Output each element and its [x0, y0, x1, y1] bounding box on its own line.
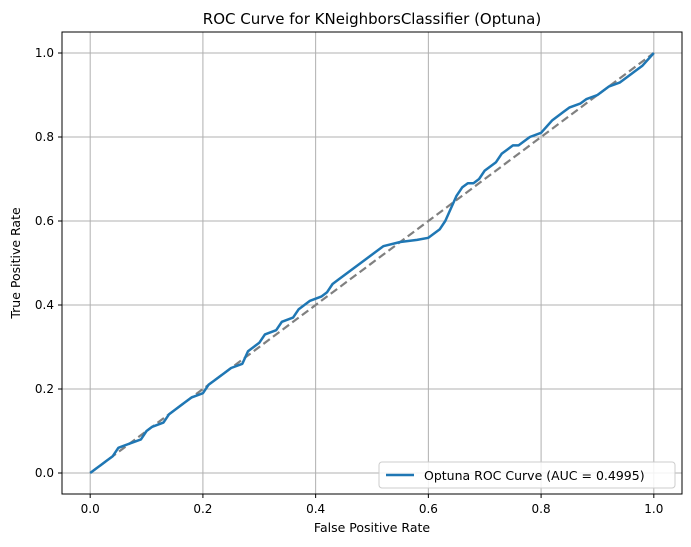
x-tick-label: 0.6	[419, 502, 438, 516]
x-axis-label: False Positive Rate	[314, 520, 430, 535]
legend-label-roc: Optuna ROC Curve (AUC = 0.4995)	[424, 468, 645, 483]
legend-box	[378, 461, 676, 489]
legend: Optuna ROC Curve (AUC = 0.4995)	[378, 461, 676, 489]
x-tick-label: 0.4	[306, 502, 325, 516]
y-axis-ticks: 0.0 0.2 0.4 0.6 0.8 1.0	[35, 46, 62, 480]
y-tick-label: 0.8	[35, 130, 54, 144]
x-axis-ticks: 0.0 0.2 0.4 0.6 0.8 1.0	[81, 494, 663, 516]
x-tick-label: 0.0	[81, 502, 100, 516]
x-tick-label: 0.8	[532, 502, 551, 516]
y-tick-label: 0.6	[35, 214, 54, 228]
plot-frame	[61, 31, 683, 495]
grid	[62, 32, 682, 494]
x-tick-label: 0.2	[193, 502, 212, 516]
chart-title: ROC Curve for KNeighborsClassifier (Optu…	[203, 10, 541, 28]
y-tick-label: 0.4	[35, 298, 54, 312]
chance-diagonal-line	[89, 52, 655, 474]
y-axis-label: True Positive Rate	[8, 207, 23, 320]
x-tick-label: 1.0	[644, 502, 663, 516]
plot-lines	[89, 52, 655, 475]
y-tick-label: 0.0	[35, 466, 54, 480]
roc-curve-line	[89, 52, 655, 475]
y-tick-label: 0.2	[35, 382, 54, 396]
y-tick-label: 1.0	[35, 46, 54, 60]
